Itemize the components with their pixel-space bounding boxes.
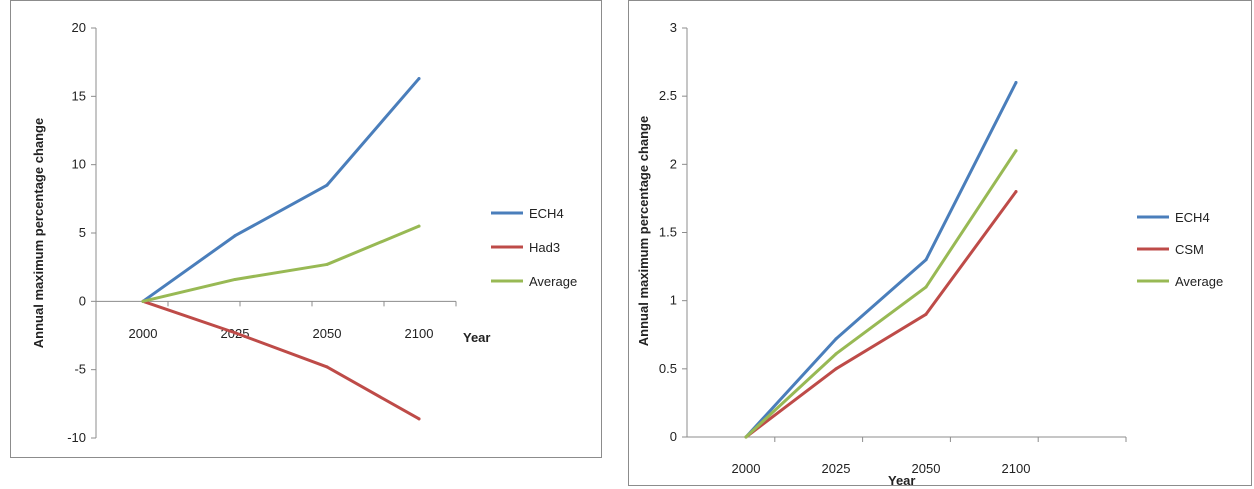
line-chart-right: 0 0.5 1 1.5 2 2.5 3 2000 2025 2050 2100 Year Annual … <box>636 20 1223 485</box>
data-point <box>834 352 838 356</box>
y-tick-label: 1.5 <box>659 225 677 240</box>
series-line-csm <box>744 190 1018 439</box>
series-line-had3 <box>141 299 421 421</box>
data-point <box>325 365 329 369</box>
chart-panel-left: -10-5051015202000202520502100YearAnnual … <box>10 0 602 458</box>
data-point <box>924 285 928 289</box>
series-line-ech4 <box>141 77 421 303</box>
legend-label-ech4: ECH4 <box>529 206 564 221</box>
y-tick-label: 2 <box>670 156 677 171</box>
x-axis-title: Year <box>888 473 915 485</box>
x-tick-label: 2000 <box>129 326 158 341</box>
data-point <box>325 262 329 266</box>
x-tick-label: 2100 <box>1002 461 1031 476</box>
series-line-average <box>141 224 421 303</box>
x-axis-title: Year <box>463 330 490 345</box>
y-tick-label: 15 <box>72 88 86 103</box>
data-point <box>1014 81 1018 85</box>
legend-label-had3: Had3 <box>529 240 560 255</box>
legend-label-csm: CSM <box>1175 242 1204 257</box>
y-axis-title: Annual maximum percentage change <box>636 116 651 346</box>
y-tick-label: -5 <box>74 362 86 377</box>
data-point <box>417 224 421 228</box>
data-point <box>834 367 838 371</box>
y-tick-label: 20 <box>72 20 86 35</box>
y-tick-label: 1 <box>670 293 677 308</box>
y-tick-label: 5 <box>79 225 86 240</box>
data-point <box>1014 149 1018 153</box>
data-point <box>233 277 237 281</box>
data-point <box>744 435 748 439</box>
legend-label-average: Average <box>529 274 577 289</box>
x-tick-label: 2050 <box>912 461 941 476</box>
data-point <box>417 77 421 81</box>
y-tick-label: -10 <box>67 430 86 445</box>
data-point <box>141 299 145 303</box>
data-point <box>233 234 237 238</box>
legend-label-ech4: ECH4 <box>1175 210 1210 225</box>
y-tick-label: 10 <box>72 157 86 172</box>
data-point <box>1014 190 1018 194</box>
data-point <box>233 331 237 335</box>
line-chart-left: -10-5051015202000202520502100YearAnnual … <box>31 20 577 445</box>
x-tick-label: 2100 <box>405 326 434 341</box>
data-point <box>325 183 329 187</box>
y-tick-label: 0 <box>79 293 86 308</box>
data-point <box>924 312 928 316</box>
data-point <box>924 258 928 262</box>
x-tick-label: 2025 <box>822 461 851 476</box>
legend-label-average: Average <box>1175 274 1223 289</box>
y-tick-label: 0.5 <box>659 361 677 376</box>
data-point <box>417 417 421 421</box>
y-tick-label: 3 <box>670 20 677 35</box>
y-tick-label: 0 <box>670 429 677 444</box>
series-line-ech4 <box>744 81 1018 439</box>
y-axis-title: Annual maximum percentage change <box>31 118 46 348</box>
series-line-average <box>744 149 1018 439</box>
chart-panel-right: 0 0.5 1 1.5 2 2.5 3 2000 2025 2050 2100 Year Annual … <box>628 0 1252 486</box>
x-tick-label: 2000 <box>732 461 761 476</box>
y-tick-label: 2.5 <box>659 88 677 103</box>
data-point <box>834 337 838 341</box>
x-tick-label: 2050 <box>313 326 342 341</box>
